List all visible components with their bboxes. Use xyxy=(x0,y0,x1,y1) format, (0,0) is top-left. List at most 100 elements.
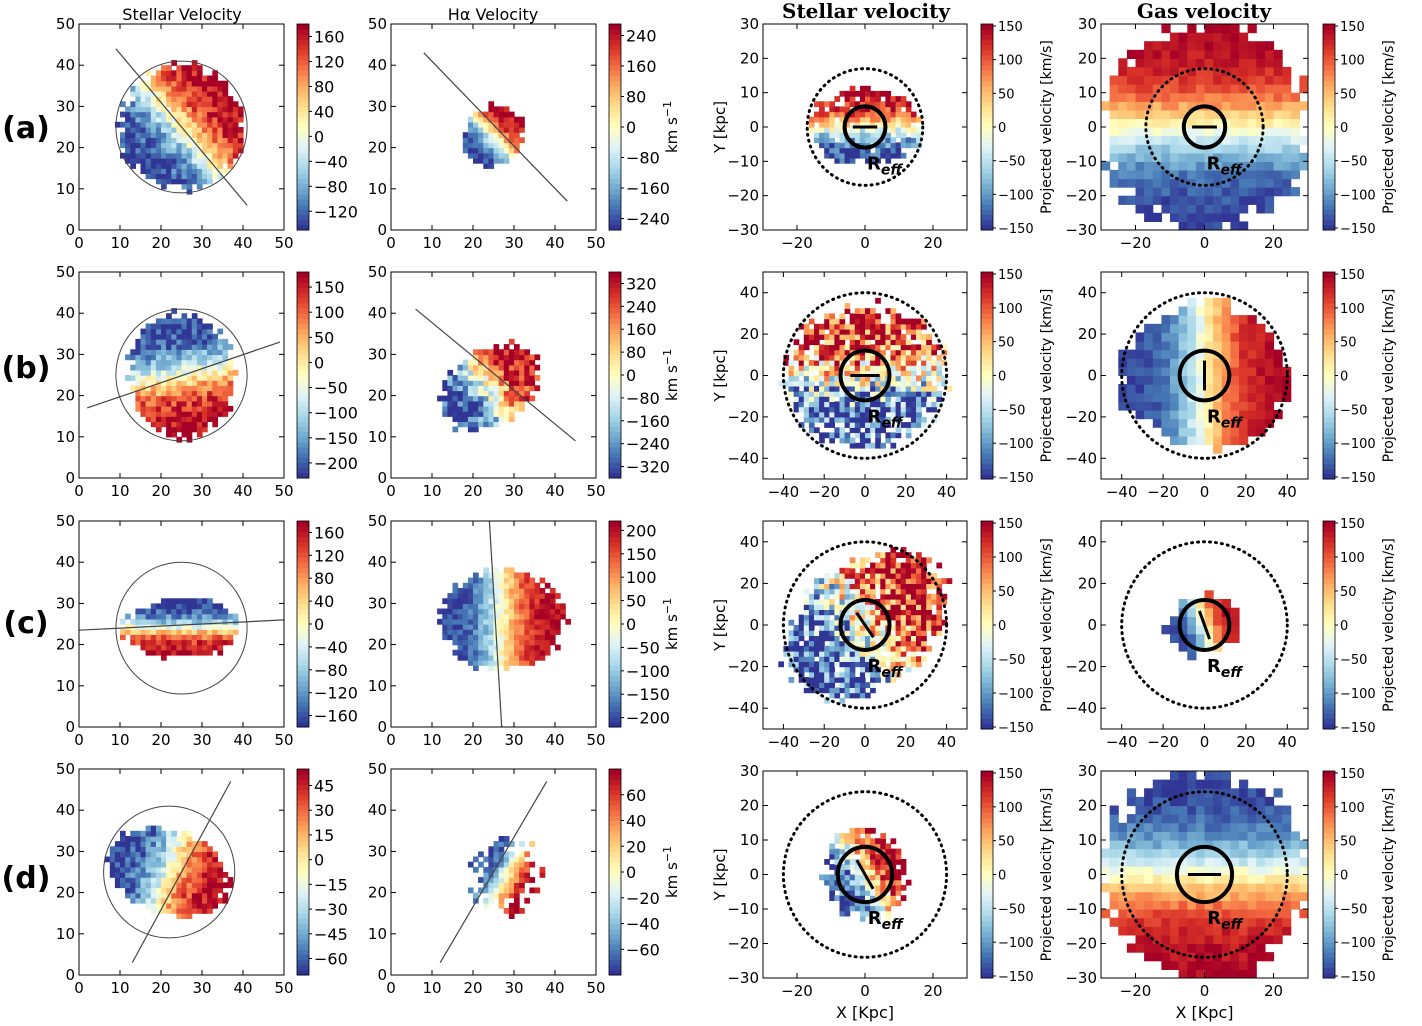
colorbar-segment xyxy=(981,968,993,974)
colorbar-segment xyxy=(1323,443,1335,449)
x-tick-label: 20 xyxy=(151,731,170,749)
x-tick-label: 10 xyxy=(110,482,129,500)
colorbar-segment xyxy=(1323,802,1335,808)
colorbar-segment xyxy=(609,619,621,625)
colorbar-segment xyxy=(1323,957,1335,963)
y-tick-label: 0 xyxy=(1087,118,1097,136)
y-tick-label: 20 xyxy=(1078,574,1097,592)
colorbar-tick-label: −150 xyxy=(998,471,1034,486)
colorbar-segment xyxy=(1323,448,1335,454)
colorbar-segment xyxy=(981,272,993,278)
y-tick-label: 20 xyxy=(1078,49,1097,67)
colorbar-segment xyxy=(1323,849,1335,855)
colorbar-segment xyxy=(1323,303,1335,309)
colorbar-tick-label: −120 xyxy=(314,202,358,221)
colorbar-tick-label: 0 xyxy=(998,370,1006,385)
colorbar-segment xyxy=(609,779,621,785)
colorbar-segment xyxy=(981,895,993,901)
colorbar-segment xyxy=(981,39,993,45)
colorbar-segment xyxy=(609,841,621,847)
colorbar-tick-label: −100 xyxy=(1340,687,1376,702)
colorbar-tick-label: 150 xyxy=(1340,517,1365,532)
y-tick-label: 10 xyxy=(368,428,387,446)
colorbar-tick-label: 40 xyxy=(626,812,646,831)
colorbar-label: Projected velocity [km/s] xyxy=(1039,289,1055,463)
colorbar-segment xyxy=(609,324,621,330)
colorbar-segment xyxy=(297,432,309,438)
colorbar-tick-label: 50 xyxy=(1340,336,1357,351)
colorbar-segment xyxy=(609,204,621,210)
colorbar-segment xyxy=(1323,609,1335,615)
colorbar-segment xyxy=(609,282,621,288)
colorbar-segment xyxy=(1323,708,1335,714)
colorbar-segment xyxy=(981,921,993,927)
colorbar-segment xyxy=(297,215,309,221)
colorbar-tick-label: 80 xyxy=(314,569,334,588)
colorbar-segment xyxy=(297,329,309,335)
colorbar-segment xyxy=(609,810,621,816)
colorbar-segment xyxy=(297,645,309,651)
colorbar-segment xyxy=(1323,968,1335,974)
x-tick-label: −20 xyxy=(781,234,813,252)
colorbar-segment xyxy=(297,805,309,811)
colorbar-tick-label: −150 xyxy=(626,685,670,704)
colorbar-segment xyxy=(609,536,621,542)
y-tick-label: −20 xyxy=(1065,658,1097,676)
colorbar-tick-label: 80 xyxy=(626,343,646,362)
colorbar-segment xyxy=(1323,199,1335,205)
colorbar-segment xyxy=(981,65,993,71)
y-tick-label: −10 xyxy=(1065,152,1097,170)
colorbar-segment xyxy=(981,620,993,626)
colorbar-tick-label: −50 xyxy=(1340,902,1367,917)
y-tick-label: 10 xyxy=(56,925,75,943)
colorbar-segment xyxy=(609,660,621,666)
x-tick-label: 20 xyxy=(463,234,482,252)
x-tick-label: −20 xyxy=(1147,483,1179,501)
y-tick-label: −20 xyxy=(727,658,759,676)
colorbar-segment xyxy=(609,939,621,945)
y-tick-label: 40 xyxy=(368,553,387,571)
x-tick-label: 0 xyxy=(386,731,396,749)
x-tick-label: 50 xyxy=(586,234,605,252)
colorbar-tick-label: −120 xyxy=(314,684,358,703)
colorbar-segment xyxy=(981,303,993,309)
colorbar-segment xyxy=(981,469,993,475)
heatmap-d-sim-stellar xyxy=(783,792,946,958)
colorbar-tick-label: 45 xyxy=(314,776,334,795)
left-col1-title: Stellar Velocity xyxy=(122,5,241,24)
y-tick-label: −20 xyxy=(1065,187,1097,205)
colorbar-segment xyxy=(609,173,621,179)
colorbar-segment xyxy=(297,209,309,215)
colorbar-segment xyxy=(1323,184,1335,190)
colorbar-segment xyxy=(981,142,993,148)
y-tick-label: 0 xyxy=(377,718,387,736)
colorbar-segment xyxy=(1323,45,1335,51)
colorbar-tick-label: 0 xyxy=(1340,619,1348,634)
colorbar-segment xyxy=(297,893,309,899)
colorbar-segment xyxy=(297,665,309,671)
left-col2-title: Hα Velocity xyxy=(448,5,538,24)
x-tick-label: −20 xyxy=(808,733,840,751)
colorbar-segment xyxy=(1323,625,1335,631)
colorbar-segment xyxy=(981,521,993,527)
colorbar-segment xyxy=(609,168,621,174)
colorbar-segment xyxy=(609,706,621,712)
y-tick-label: 20 xyxy=(56,387,75,405)
colorbar-segment xyxy=(981,557,993,563)
x-tick-label: 0 xyxy=(74,979,84,997)
colorbar-tick-label: 0 xyxy=(626,366,636,385)
y-tick-label: 50 xyxy=(56,512,75,530)
colorbar-segment xyxy=(297,282,309,288)
colorbar-segment xyxy=(981,96,993,102)
x-tick-label: 20 xyxy=(1236,483,1255,501)
colorbar-segment xyxy=(609,76,621,82)
colorbar-segment xyxy=(297,127,309,133)
colorbar-segment xyxy=(297,815,309,821)
heatmap-a-sim-gas xyxy=(1101,24,1309,231)
y-axis-label: Y [kpc] xyxy=(711,599,729,652)
colorbar-segment xyxy=(297,421,309,427)
colorbar-segment xyxy=(297,903,309,909)
